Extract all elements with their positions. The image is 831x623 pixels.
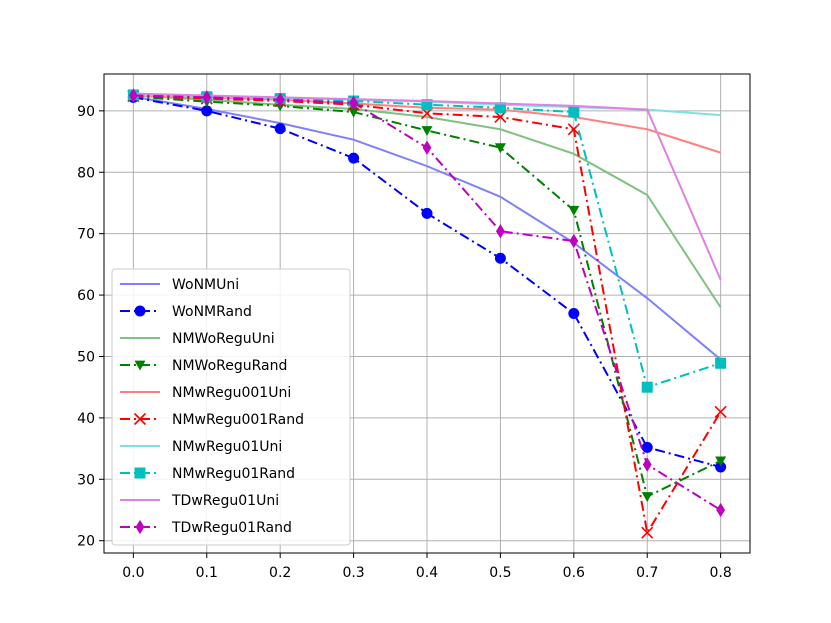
x-tick-label: 0.1 [196, 565, 218, 581]
y-tick-label: 60 [77, 288, 95, 304]
data-point [274, 123, 286, 135]
y-tick-label: 20 [77, 534, 95, 550]
y-tick-label: 30 [77, 472, 95, 488]
legend-item: NMWoReguUni [120, 331, 275, 347]
data-point [715, 456, 727, 467]
series-line [133, 95, 722, 361]
legend-label: WoNMUni [172, 277, 239, 293]
legend-label: NMwRegu01Uni [172, 439, 282, 455]
data-point [421, 99, 433, 111]
legend-label: WoNMRand [172, 304, 252, 320]
legend-label: NMWoReguRand [172, 358, 287, 374]
data-point [494, 102, 506, 114]
legend-label: TDwRegu01Rand [171, 520, 292, 536]
x-tick-label: 0.6 [563, 565, 585, 581]
data-point [641, 526, 654, 539]
series-WoNMUni [133, 95, 722, 361]
legend-item: TDwRegu01Uni [120, 493, 279, 509]
x-tick-label: 0.8 [710, 565, 732, 581]
series-NMWoReguUni [133, 94, 722, 308]
data-point [641, 492, 653, 503]
data-point [349, 95, 358, 111]
legend-label: NMwRegu001Uni [172, 385, 291, 401]
y-tick-label: 70 [77, 227, 95, 243]
y-tick-label: 50 [77, 349, 95, 365]
legend-item: NMWoReguRand [120, 358, 287, 374]
legend-item: NMwRegu001Uni [120, 385, 291, 401]
legend-item: NMwRegu01Rand [120, 466, 295, 482]
data-point [568, 106, 580, 118]
legend-marker [134, 360, 146, 371]
data-point [641, 381, 653, 393]
series-TDwRegu01Uni [133, 92, 722, 281]
x-tick-label: 0.2 [269, 565, 291, 581]
data-point [421, 126, 433, 136]
x-tick-label: 0.3 [342, 565, 364, 581]
data-point [494, 252, 506, 264]
series-line [133, 95, 722, 498]
data-point [275, 92, 285, 107]
data-point [201, 105, 213, 117]
data-point [348, 152, 360, 164]
legend-label: NMwRegu001Rand [172, 412, 304, 428]
legend-label: NMWoReguUni [172, 331, 275, 347]
series-layer [127, 88, 727, 539]
series-line [133, 92, 722, 281]
legend-box [111, 268, 351, 546]
legend-item: TDwRegu01Rand [120, 519, 292, 536]
data-point [494, 110, 507, 124]
legend-marker [133, 412, 147, 426]
data-point [641, 441, 653, 453]
series-TDwRegu01Rand [128, 88, 726, 518]
data-point [496, 224, 505, 239]
x-tick-label: 0.4 [416, 565, 438, 581]
data-point [716, 502, 726, 518]
data-point [715, 461, 727, 473]
x-axis: 0.0 0.1 0.2 0.3 0.4 0.5 0.6 0.7 0.8 [122, 553, 732, 581]
data-point [715, 357, 727, 369]
data-point [568, 308, 580, 319]
legend-marker [134, 467, 146, 479]
legend: WoNMUni WoNMRand NMWoReguUni NMWoReguRand NM… [111, 268, 351, 546]
legend-label: TDwRegu01Uni [171, 493, 279, 509]
data-point [128, 88, 138, 103]
y-tick-label: 40 [77, 411, 95, 427]
y-tick-label: 90 [77, 104, 95, 120]
data-point [421, 207, 433, 219]
legend-item: NMwRegu01Uni [120, 439, 282, 455]
data-point [642, 457, 652, 472]
data-point [569, 233, 579, 249]
legend-marker [135, 519, 145, 535]
series-line [133, 94, 722, 308]
x-tick-label: 0.7 [636, 565, 658, 581]
y-axis: 20 30 40 50 60 70 80 90 [77, 104, 104, 550]
data-point [202, 90, 212, 105]
legend-item: WoNMUni [120, 277, 239, 293]
legend-marker [134, 305, 146, 317]
data-point [348, 107, 360, 118]
legend-label: NMwRegu01Rand [172, 466, 295, 482]
data-point [714, 405, 727, 418]
data-point [568, 205, 580, 216]
legend-item: NMwRegu001Rand [120, 412, 304, 428]
data-point [422, 140, 432, 155]
legend-item: WoNMRand [120, 304, 252, 320]
x-tick-label: 0.5 [489, 565, 511, 581]
y-tick-label: 80 [77, 165, 95, 181]
x-tick-label: 0.0 [122, 565, 144, 581]
data-point [494, 143, 506, 154]
